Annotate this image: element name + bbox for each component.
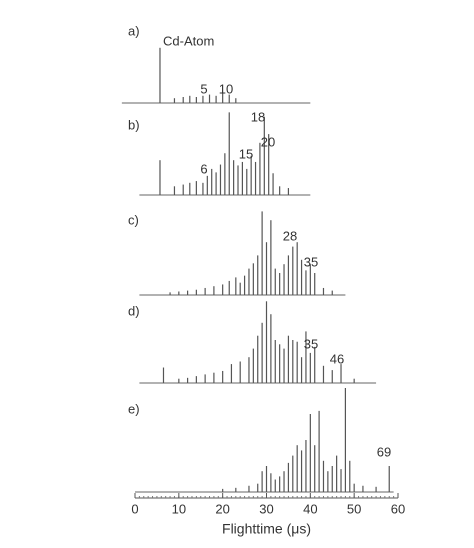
peak-annotation: 35 <box>304 254 318 269</box>
peak-annotation: 35 <box>304 336 318 351</box>
x-tick-label: 50 <box>347 501 361 516</box>
x-tick-label: 10 <box>172 501 186 516</box>
peak-annotation: 15 <box>239 146 253 161</box>
peak-annotation: 18 <box>251 109 265 124</box>
panel-label: e) <box>128 401 140 416</box>
x-tick-label: 60 <box>391 501 405 516</box>
peak-annotation: 10 <box>219 81 233 96</box>
peak-annotation: 69 <box>377 444 391 459</box>
peak-annotation: 6 <box>200 161 207 176</box>
x-tick-label: 0 <box>131 501 138 516</box>
panel-label: d) <box>128 303 140 318</box>
panel-label: a) <box>128 23 140 38</box>
peak-annotation: 46 <box>330 351 344 366</box>
panel-label: c) <box>128 212 139 227</box>
peak-annotation: Cd-Atom <box>163 33 214 48</box>
x-tick-label: 30 <box>259 501 273 516</box>
peak-annotation: 20 <box>261 134 275 149</box>
x-axis-title: Flighttime (μs) <box>222 521 311 537</box>
panel-label: b) <box>128 117 140 132</box>
x-tick-label: 40 <box>303 501 317 516</box>
peak-annotation: 28 <box>283 228 297 243</box>
peak-annotation: 5 <box>200 81 207 96</box>
x-tick-label: 20 <box>215 501 229 516</box>
